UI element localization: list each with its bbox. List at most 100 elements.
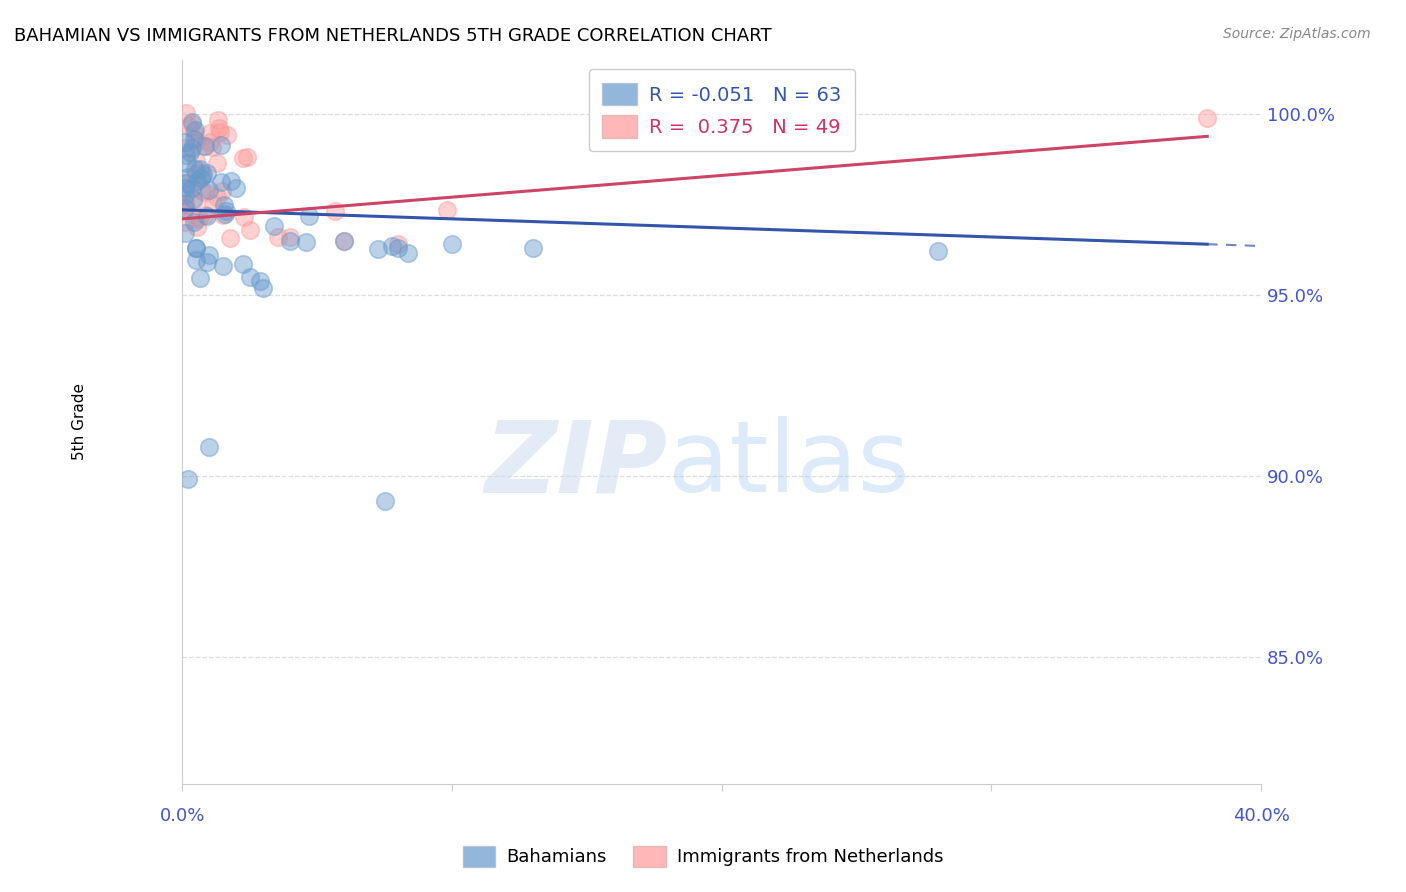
Text: Source: ZipAtlas.com: Source: ZipAtlas.com (1223, 27, 1371, 41)
Point (174, 199, 197, 213)
Point (176, 156, 198, 170)
Point (217, 128, 239, 142)
Point (177, 175, 200, 189)
Point (188, 161, 211, 176)
Point (184, 123, 207, 137)
Point (201, 139, 224, 153)
Point (381, 238, 404, 252)
Point (298, 210, 321, 224)
Point (176, 148, 198, 162)
Point (179, 120, 201, 134)
Point (211, 184, 233, 198)
Point (232, 257, 254, 271)
Point (200, 135, 222, 149)
Point (263, 219, 285, 234)
Point (174, 141, 197, 155)
Point (180, 180, 202, 194)
Point (295, 235, 318, 249)
Point (211, 208, 233, 222)
Point (188, 211, 211, 226)
Point (184, 135, 207, 149)
Text: 0.0%: 0.0% (159, 806, 205, 825)
Point (183, 215, 205, 229)
Text: 5th Grade: 5th Grade (72, 383, 87, 460)
Point (188, 271, 211, 285)
Point (195, 209, 218, 223)
Point (333, 234, 356, 248)
Point (209, 137, 232, 152)
Point (232, 211, 254, 225)
Text: atlas: atlas (668, 417, 910, 514)
Point (174, 187, 197, 202)
Point (181, 141, 204, 155)
Point (198, 248, 221, 262)
Point (209, 125, 232, 139)
Point (174, 214, 197, 228)
Point (183, 125, 205, 139)
Point (436, 203, 458, 218)
Point (367, 243, 389, 257)
Point (174, 196, 197, 211)
Point (396, 245, 419, 260)
Point (205, 190, 228, 204)
Point (183, 132, 205, 146)
Point (186, 174, 208, 188)
Point (252, 280, 274, 294)
Point (174, 197, 197, 211)
Point (239, 269, 262, 284)
Point (232, 151, 254, 165)
Point (214, 207, 236, 221)
Point (194, 208, 217, 222)
Point (387, 241, 409, 255)
Point (323, 204, 346, 219)
Point (211, 259, 233, 273)
Point (219, 231, 242, 245)
Point (249, 274, 271, 288)
Point (184, 133, 207, 147)
Point (202, 196, 225, 211)
Legend: Bahamians, Immigrants from Netherlands: Bahamians, Immigrants from Netherlands (456, 838, 950, 874)
Point (174, 180, 197, 194)
Point (184, 161, 207, 176)
Point (522, 241, 544, 255)
Point (278, 230, 301, 244)
Point (235, 150, 257, 164)
Point (209, 175, 232, 189)
Point (374, 494, 396, 508)
Point (174, 201, 197, 215)
Point (1197, 111, 1219, 125)
Point (197, 183, 219, 197)
Point (183, 193, 205, 207)
Point (191, 166, 214, 180)
Point (186, 220, 208, 235)
Point (180, 117, 202, 131)
Point (267, 230, 290, 244)
Point (239, 223, 262, 237)
Point (184, 253, 207, 268)
Point (184, 153, 207, 168)
Point (184, 241, 207, 255)
Point (194, 139, 217, 153)
Point (387, 237, 409, 252)
Point (212, 198, 235, 212)
Point (174, 106, 197, 120)
Point (195, 166, 218, 180)
Point (181, 115, 204, 129)
Point (278, 234, 301, 248)
Point (174, 226, 197, 240)
Point (208, 120, 231, 135)
Point (186, 211, 208, 226)
Point (195, 255, 218, 269)
Point (440, 237, 463, 252)
Point (183, 194, 205, 208)
Point (207, 113, 229, 128)
Point (190, 170, 212, 185)
Point (219, 174, 242, 188)
Point (184, 241, 207, 255)
Point (191, 184, 214, 198)
Point (198, 440, 221, 454)
Point (225, 181, 247, 195)
Point (214, 204, 236, 219)
Point (174, 135, 197, 149)
Point (333, 234, 356, 248)
